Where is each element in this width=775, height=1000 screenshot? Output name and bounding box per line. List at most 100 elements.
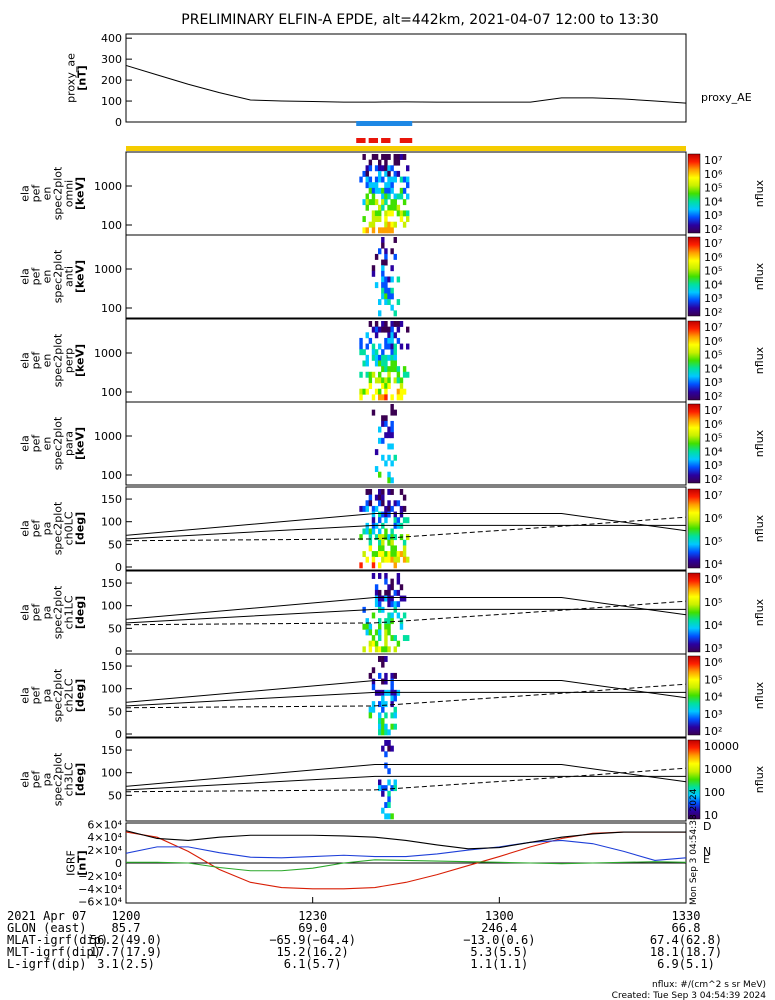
spectrogram-cell [378, 729, 382, 736]
spectrogram-cell [381, 494, 385, 501]
spectrogram-cell [384, 227, 388, 234]
spectrogram-cell [381, 154, 385, 160]
spectrogram-cell [371, 701, 376, 708]
spectrogram-cell [390, 343, 394, 350]
spectrogram-cell [390, 635, 394, 642]
energy-ylabel-line: spec2plot [52, 249, 65, 303]
loss-cone-line [125, 764, 687, 787]
coverage-bar-red [356, 138, 366, 143]
spectrogram-cell [399, 388, 404, 395]
spectrogram-cell [387, 276, 391, 283]
spectrogram-cell [384, 712, 388, 719]
spectrogram-cell [393, 695, 397, 702]
spectrogram-cell [378, 618, 382, 625]
spectrogram-cell [374, 494, 379, 501]
energy-spectrogram-frame [125, 401, 687, 486]
spectrogram-cell [365, 629, 369, 636]
spectrogram-cell [381, 165, 385, 172]
spectrogram-cell [378, 165, 382, 172]
pa-ytick: 100 [101, 600, 122, 613]
spectrogram-cell [396, 210, 401, 217]
spectrogram-cell [365, 193, 369, 200]
spectrogram-cell [368, 500, 373, 507]
energy-spectrogram-frame [125, 234, 687, 319]
spectrogram-cell [374, 589, 379, 596]
spectrogram-cell [387, 802, 391, 809]
spectrogram-cell [390, 404, 394, 410]
spectrogram-cell [381, 718, 385, 725]
spectrogram-cell [393, 517, 397, 524]
igrf-series-e [126, 859, 687, 872]
energy-ylabel-line: para [63, 431, 76, 456]
spectrogram-cell [390, 678, 394, 685]
spectrogram-cell [393, 204, 397, 211]
spectrogram-cell [371, 265, 376, 272]
spectrogram-cell [368, 371, 373, 378]
spectrogram-cell [365, 176, 369, 183]
pitch-angle-frame [125, 653, 687, 738]
spectrogram-cell [399, 505, 404, 512]
spectrogram-cell [381, 556, 385, 563]
proxy-ae-ytick: 200 [101, 74, 122, 87]
spectrogram-cell [381, 511, 385, 518]
spectrogram-cell [381, 377, 385, 384]
colorbar-label: nflux [753, 429, 766, 457]
spectrogram-cell [374, 449, 379, 456]
spectrogram-cell [371, 216, 376, 223]
pa-ytick: 100 [101, 767, 122, 780]
igrf-ytick: −4×10⁴ [78, 883, 122, 896]
spectrogram-cell [406, 556, 410, 563]
energy-ylabel-line: en [41, 354, 54, 368]
spectrogram-cell [371, 354, 376, 361]
spectrogram-cell [387, 471, 391, 478]
footer-value: −13.0(0.6) [463, 933, 535, 947]
pitch-angle-ylabel-line: pef [30, 686, 43, 705]
spectrogram-cell [399, 187, 404, 194]
spectrogram-cell [378, 601, 382, 608]
spectrogram-cell [393, 349, 397, 356]
spectrogram-cell [378, 248, 382, 255]
energy-ylabel-line: anti [63, 266, 76, 287]
spectrogram-cell [387, 629, 391, 636]
spectrogram-cell [384, 259, 388, 266]
spectrogram-cell [387, 768, 391, 775]
panels: 4003002001000proxy_ae[nT]proxy_AE1000100… [19, 32, 767, 909]
spectrogram-cell [371, 551, 376, 558]
footer-value: 3.1(2.5) [97, 957, 155, 971]
pitch-angle-ylabel-line: ela [19, 771, 32, 788]
colorbar-tick: 10⁶ [704, 512, 723, 525]
spectrogram-cell [362, 360, 366, 367]
spectrogram-cell [381, 785, 385, 792]
spectrogram-cell [378, 489, 382, 495]
spectrogram-cell [387, 165, 391, 172]
spectrogram-cell [362, 154, 366, 160]
spectrogram-cell [390, 528, 394, 535]
spectrogram-cell [374, 187, 379, 194]
spectrogram-cell [368, 494, 373, 501]
spectrogram-cell [387, 454, 391, 461]
spectrogram-cell [406, 635, 410, 642]
spectrogram-cell [387, 584, 391, 591]
colorbar [687, 153, 701, 234]
spectrogram-cell [384, 366, 388, 373]
spectrogram-cell [384, 343, 388, 350]
colorbar [687, 403, 701, 484]
energy-ylabel-line: en [41, 270, 54, 284]
colorbar-tick: 10³ [704, 376, 722, 389]
spectrogram-cell [393, 360, 397, 367]
spectrogram-cell [387, 210, 391, 217]
proxy-ae-legend: proxy_AE [701, 91, 752, 104]
spectrogram-cell [390, 210, 394, 217]
spectrogram-cell [365, 623, 369, 630]
spectrogram-cell [378, 360, 382, 367]
spectrogram-cell [381, 204, 385, 211]
pitch-angle-spectrogram [359, 489, 410, 569]
energy-ytick: 1000 [94, 180, 122, 193]
spectrogram-cell [368, 534, 373, 541]
spectrogram-cell [387, 589, 391, 596]
energy-ylabel-line: en [41, 187, 54, 201]
spectrogram-cell [390, 287, 394, 294]
spectrogram-cell [371, 556, 376, 563]
spectrogram-cell [371, 706, 376, 713]
